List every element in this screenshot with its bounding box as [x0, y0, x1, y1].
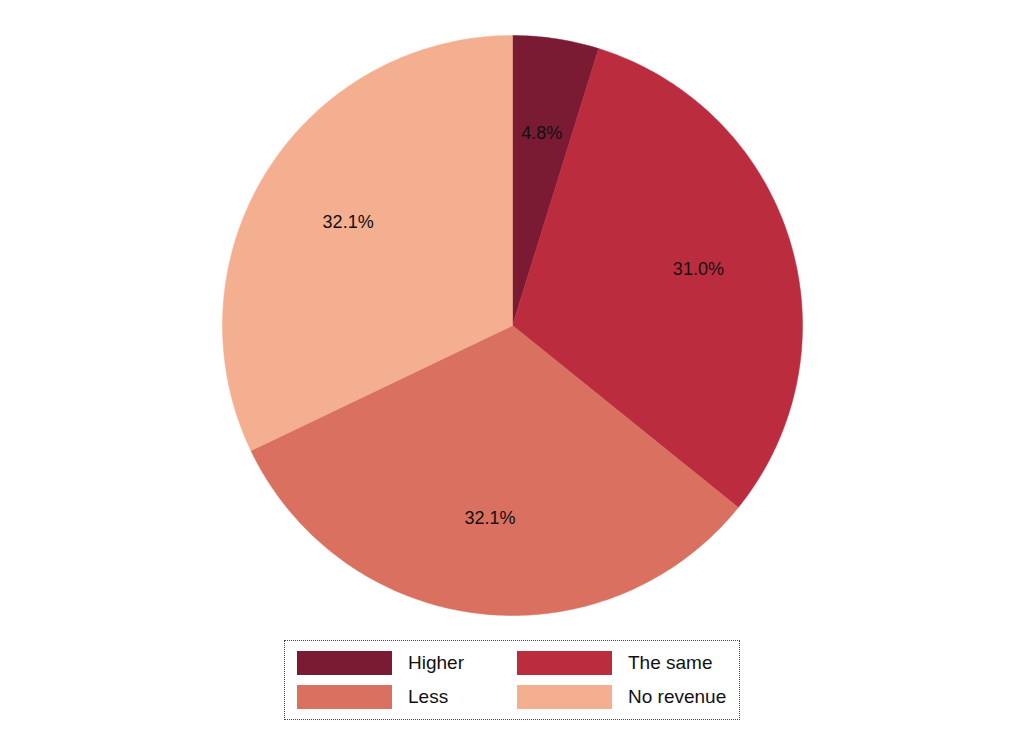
svg-text:32.1%: 32.1% — [464, 508, 515, 528]
svg-text:31.0%: 31.0% — [673, 259, 724, 279]
html-text:No revenue: No revenue — [628, 686, 727, 707]
svg-text:4.8%: 4.8% — [521, 123, 562, 143]
html-text:Higher: Higher — [408, 652, 464, 673]
html-text:The same: The same — [628, 652, 713, 673]
svg-text:32.1%: 32.1% — [323, 212, 374, 232]
html-text:Less: Less — [408, 686, 449, 707]
